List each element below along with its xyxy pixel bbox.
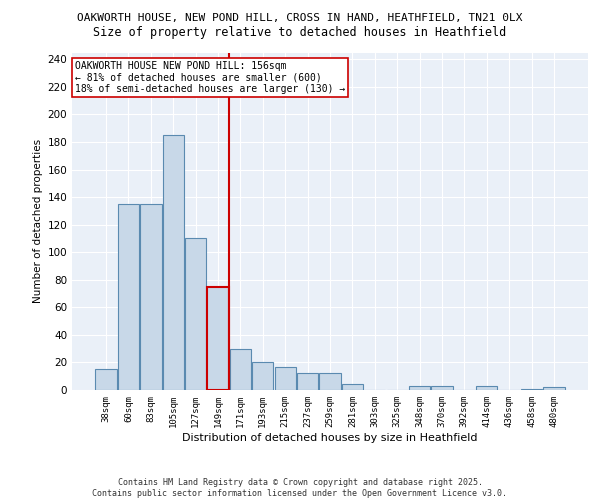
Text: Size of property relative to detached houses in Heathfield: Size of property relative to detached ho… xyxy=(94,26,506,39)
Text: Contains HM Land Registry data © Crown copyright and database right 2025.
Contai: Contains HM Land Registry data © Crown c… xyxy=(92,478,508,498)
Bar xyxy=(275,366,296,390)
Bar xyxy=(521,388,542,390)
Bar xyxy=(543,387,565,390)
Bar xyxy=(208,286,229,390)
Bar xyxy=(431,386,452,390)
Bar xyxy=(230,348,251,390)
Text: OAKWORTH HOUSE, NEW POND HILL, CROSS IN HAND, HEATHFIELD, TN21 0LX: OAKWORTH HOUSE, NEW POND HILL, CROSS IN … xyxy=(77,12,523,22)
Bar xyxy=(118,204,139,390)
Bar xyxy=(409,386,430,390)
Bar xyxy=(185,238,206,390)
X-axis label: Distribution of detached houses by size in Heathfield: Distribution of detached houses by size … xyxy=(182,432,478,442)
Bar xyxy=(319,374,341,390)
Bar xyxy=(95,370,117,390)
Bar xyxy=(140,204,161,390)
Bar xyxy=(297,374,318,390)
Bar xyxy=(342,384,363,390)
Bar xyxy=(476,386,497,390)
Bar xyxy=(163,135,184,390)
Bar xyxy=(252,362,274,390)
Text: OAKWORTH HOUSE NEW POND HILL: 156sqm
← 81% of detached houses are smaller (600)
: OAKWORTH HOUSE NEW POND HILL: 156sqm ← 8… xyxy=(74,61,345,94)
Y-axis label: Number of detached properties: Number of detached properties xyxy=(33,139,43,304)
